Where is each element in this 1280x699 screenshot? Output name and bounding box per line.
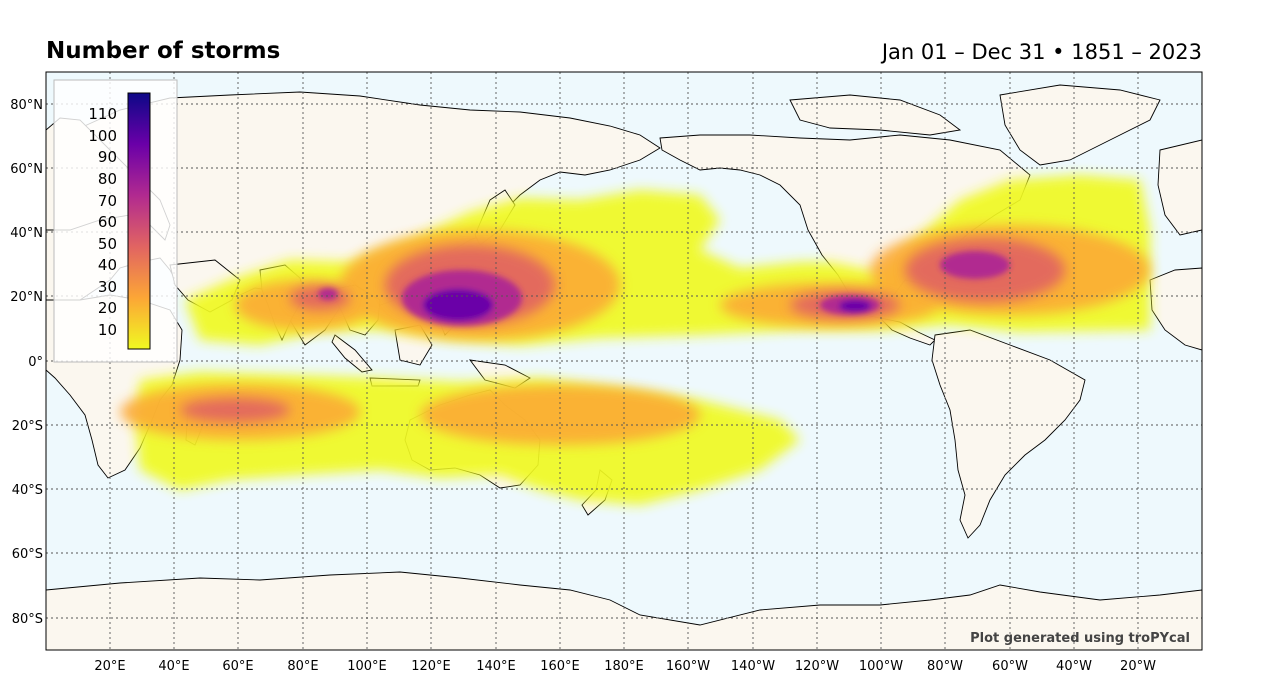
map-subtitle: Jan 01 – Dec 31 • 1851 – 2023 [881,40,1202,64]
lon-label: 140°E [476,659,516,674]
lon-label: 120°E [411,659,451,674]
lat-label: 40°N [10,226,43,241]
lon-label: 160°E [540,659,580,674]
land-antarctica [46,571,1202,650]
lon-label: 100°W [859,659,903,674]
lat-label: 60°S [12,547,43,562]
colorbar-tick: 110 [88,105,117,123]
heat-spac-orange [420,385,700,445]
lat-label: 60°N [10,162,43,177]
land-greenland [999,84,1161,166]
colorbar-tick: 70 [98,192,117,210]
lon-label: 80°W [927,659,963,674]
lon-label: 180°E [604,659,644,674]
lon-labels: 20°E 40°E 60°E 80°E 100°E 120°E 140°E 16… [94,659,1156,674]
colorbar-panel [53,79,178,363]
lon-label: 20°W [1120,659,1156,674]
heatmap-layer [120,175,1150,505]
lon-label: 40°E [158,659,189,674]
colorbar-tick: 90 [98,148,117,166]
lat-label: 20°S [12,419,43,434]
lat-label: 20°N [10,290,43,305]
heat-nio-magenta [318,288,338,300]
colorbar-tick: 100 [88,127,117,145]
colorbar-tick: 10 [98,321,117,339]
colorbar-tick: 20 [98,299,117,317]
heat-nio-red [290,286,350,310]
land-sumatra [331,334,373,373]
lat-label: 0° [28,355,43,370]
map-title: Number of storms [46,38,281,64]
land-south-america [931,329,1086,539]
lat-labels: 80°N 60°N 40°N 20°N 0° 20°S 40°S 60°S 80… [10,98,43,627]
heat-epac-purple [839,300,871,312]
land-europe-east [1157,139,1202,236]
lon-label: 60°E [222,659,253,674]
lon-label: 20°E [94,659,125,674]
lon-label: 100°E [347,659,387,674]
lat-label: 80°N [10,98,43,113]
colorbar-tick: 60 [98,213,117,231]
lon-label: 40°W [1056,659,1092,674]
lon-label: 140°W [731,659,775,674]
colorbar: 10 20 30 40 50 60 70 80 90 100 110 [53,79,178,363]
heat-wpac-purple [423,289,493,321]
heat-atl-magenta [940,251,1010,279]
colorbar-tick: 50 [98,235,117,253]
colorbar-tick: 40 [98,256,117,274]
lon-label: 80°E [287,659,318,674]
colorbar-tick: 30 [98,278,117,296]
heat-sio-red [180,398,290,422]
colorbar-tick: 80 [98,170,117,188]
lon-label: 60°W [992,659,1028,674]
lat-label: 80°S [12,612,43,627]
lon-label: 120°W [795,659,839,674]
lon-label: 160°W [666,659,710,674]
land-africa-west [1149,267,1202,351]
credit-text: Plot generated using troPYcal [970,631,1190,646]
lat-label: 40°S [12,483,43,498]
map-frame [45,71,1203,651]
colorbar-scale [127,92,151,350]
